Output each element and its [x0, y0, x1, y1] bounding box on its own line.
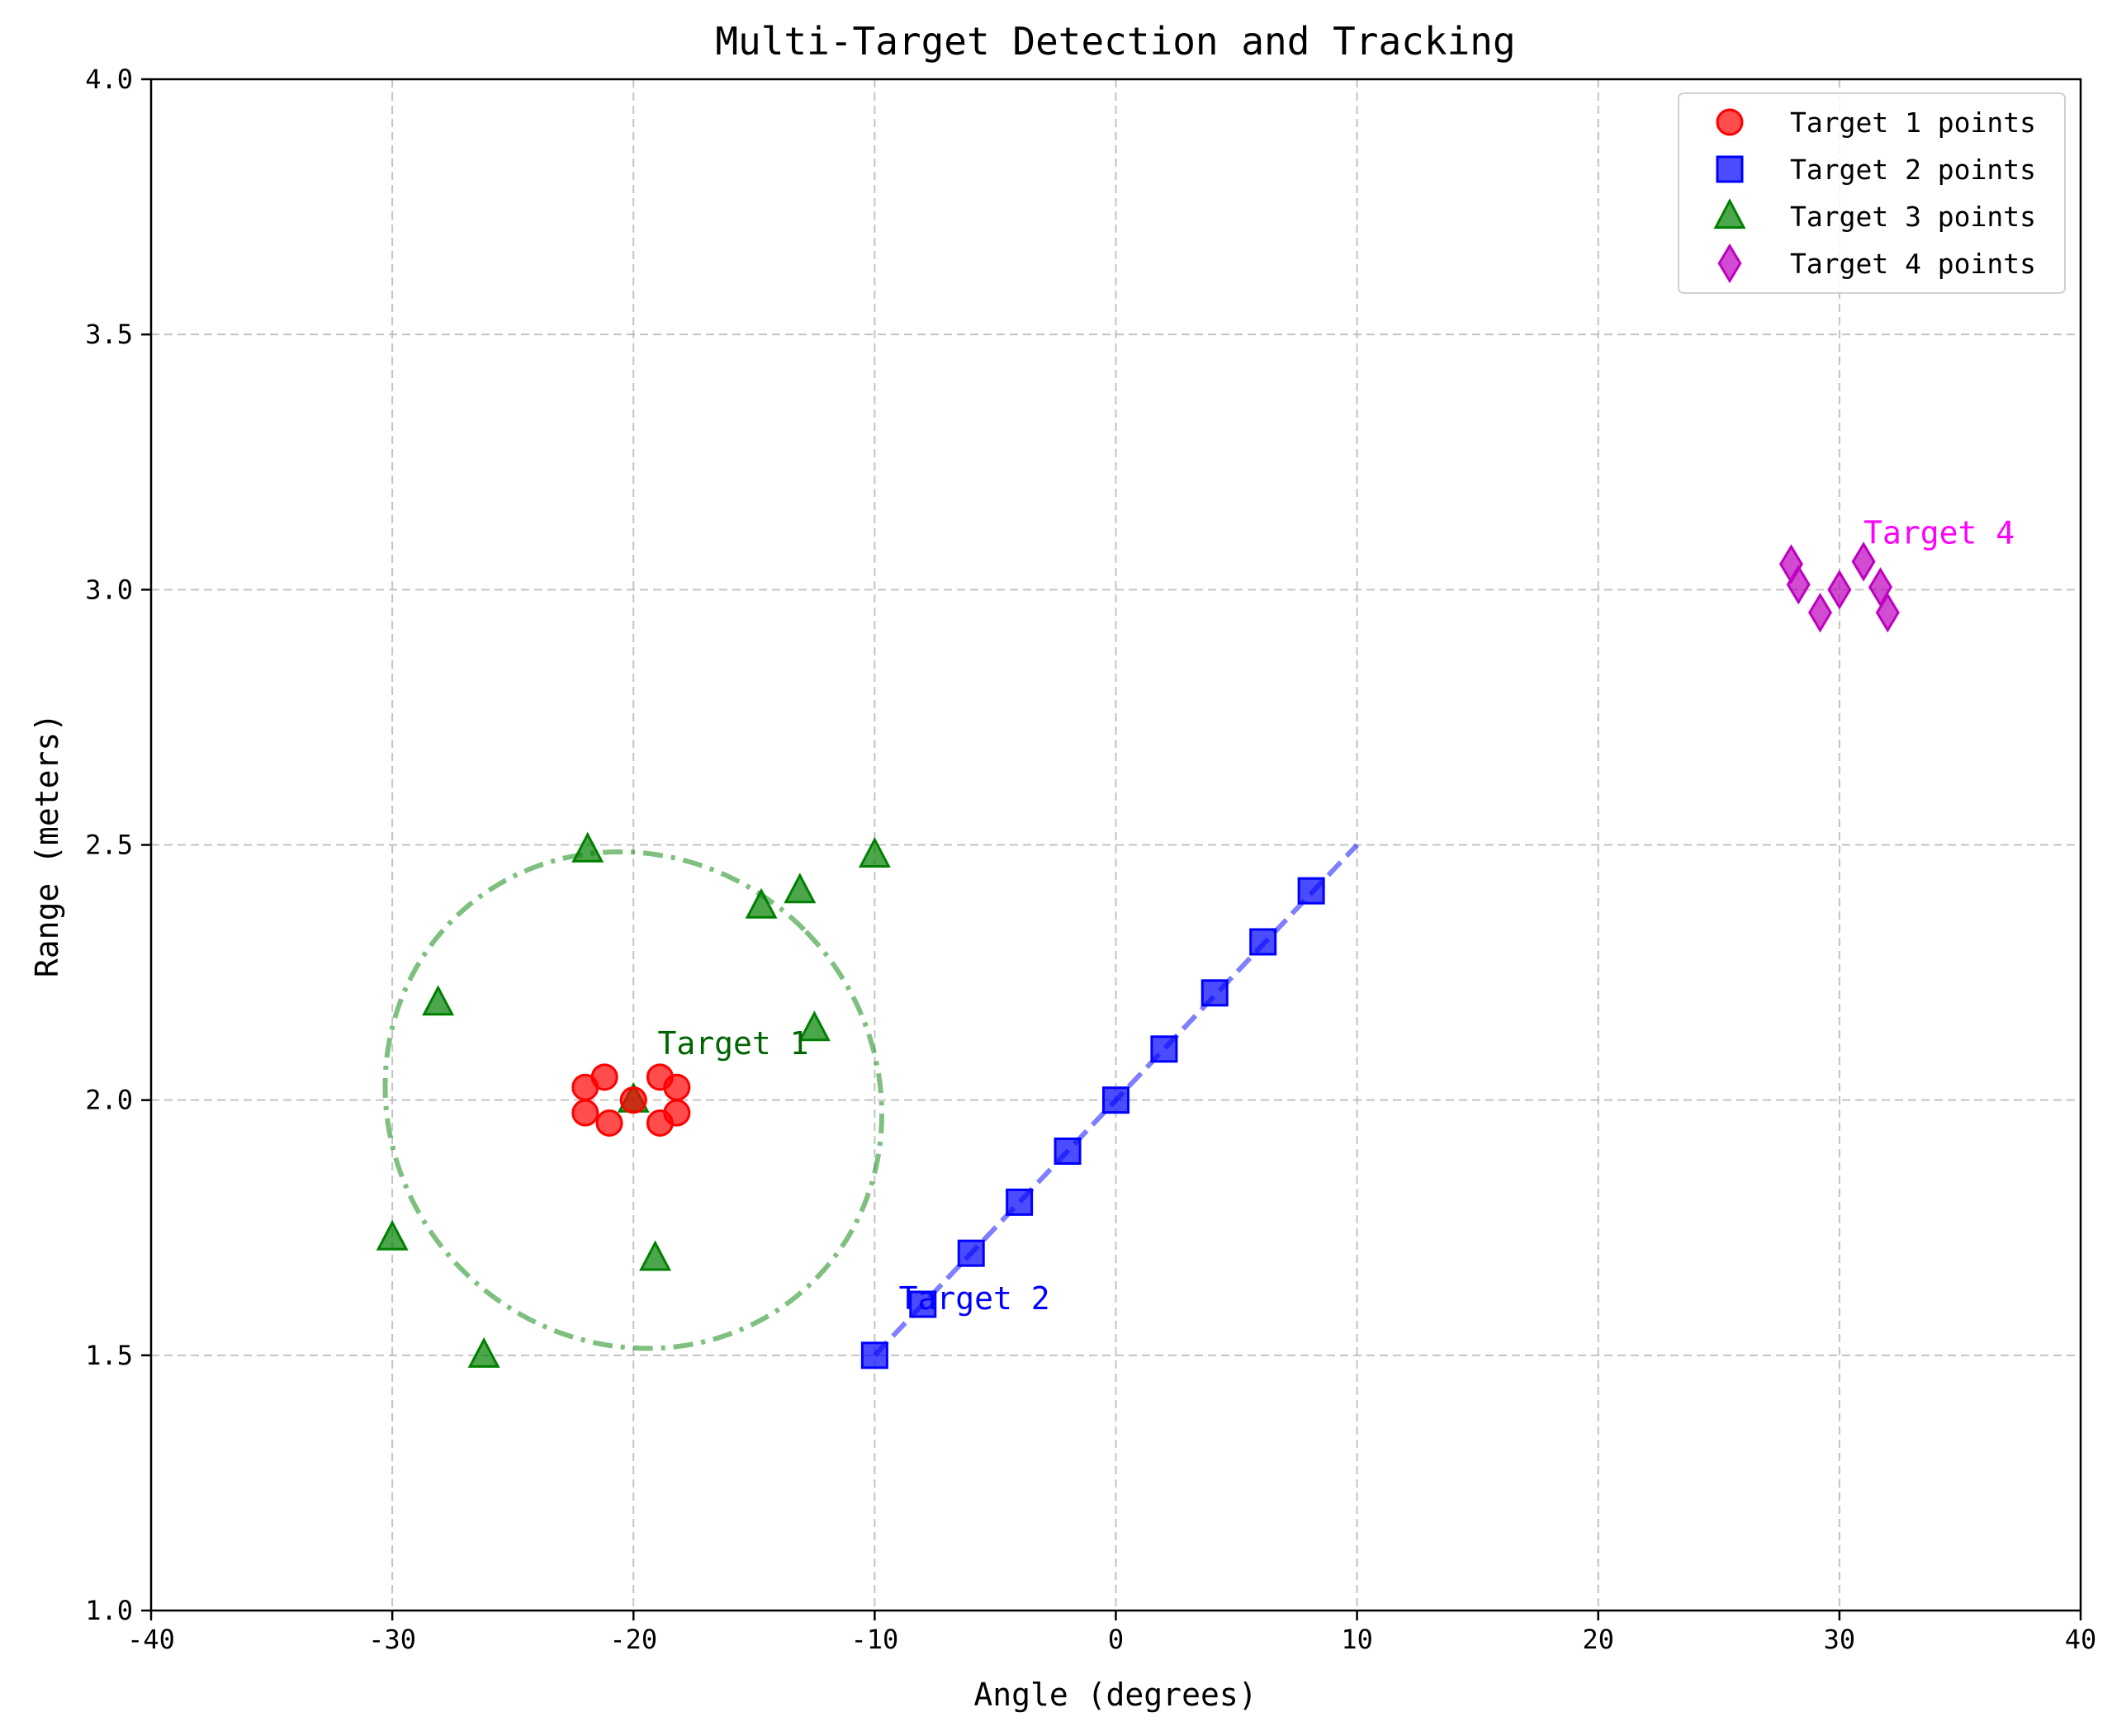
- data-point: [1808, 592, 1833, 633]
- data-point: [1200, 979, 1229, 1007]
- series-1: [571, 1063, 691, 1137]
- data-point: [595, 1109, 623, 1137]
- data-point: [1786, 564, 1811, 605]
- legend-marker: [1713, 198, 1746, 229]
- legend-label: Target 3 points: [1790, 201, 2036, 233]
- data-point: [467, 1336, 500, 1368]
- y-tick-label: 3.0: [85, 574, 133, 605]
- series-2: [860, 877, 1325, 1369]
- data-point: [745, 887, 778, 919]
- data-point: [1102, 1086, 1129, 1114]
- x-tick-label: -10: [850, 1624, 898, 1655]
- series-4: [1778, 542, 1900, 633]
- legend-label: Target 2 points: [1790, 154, 2036, 186]
- axis-ticks: -40 -30 -20 -10 0 10 20 30 40 1.0 1.5 2.0 2.5 3.0 3.5 4…: [85, 64, 2096, 1655]
- x-tick-label: 30: [1824, 1624, 1856, 1655]
- legend: Target 1 points Target 2 points Target 3 p…: [1678, 92, 2066, 294]
- data-point: [957, 1239, 985, 1267]
- y-tick-label: 1.5: [85, 1340, 133, 1371]
- data-point: [1875, 592, 1900, 633]
- x-tick-label: 0: [1108, 1624, 1124, 1655]
- data-point: [422, 985, 455, 1016]
- chart-title: Multi-Target Detection and Tracking: [715, 19, 1515, 64]
- x-tick-label: -40: [127, 1624, 175, 1655]
- y-tick-label: 2.5: [85, 830, 133, 861]
- y-tick-label: 1.0: [85, 1595, 133, 1626]
- legend-label: Target 4 points: [1790, 248, 2036, 280]
- annotation-label: Target 4: [1863, 515, 2015, 551]
- y-axis-title: Range (meters): [29, 713, 65, 977]
- data-markers: [376, 542, 1900, 1369]
- x-tick-label: 40: [2065, 1624, 2097, 1655]
- annotations: Target 1 Target 2 Target 4: [657, 515, 2015, 1317]
- y-tick-label: 4.0: [85, 64, 133, 95]
- x-tick-label: 10: [1341, 1624, 1373, 1655]
- y-tick-label: 2.0: [85, 1085, 133, 1116]
- data-point: [571, 831, 604, 863]
- annotation-label: Target 2: [899, 1280, 1050, 1317]
- data-point: [909, 1290, 937, 1318]
- data-point: [798, 1010, 831, 1042]
- data-point: [619, 1086, 647, 1114]
- data-point: [663, 1073, 691, 1101]
- x-tick-label: -30: [368, 1624, 416, 1655]
- legend-marker: [1716, 108, 1744, 136]
- legend-label: Target 1 points: [1790, 106, 2036, 139]
- data-point: [1150, 1035, 1178, 1063]
- data-point: [646, 1109, 674, 1137]
- data-point: [590, 1063, 618, 1091]
- data-point: [1249, 928, 1277, 956]
- data-point: [1868, 567, 1893, 608]
- data-point: [1851, 542, 1876, 582]
- y-tick-label: 3.5: [85, 319, 133, 350]
- x-tick-label: 20: [1582, 1624, 1614, 1655]
- annotation-label: Target 1: [657, 1025, 808, 1062]
- data-point: [1827, 570, 1852, 610]
- x-tick-label: -20: [609, 1624, 657, 1655]
- data-point: [1297, 877, 1325, 905]
- x-axis-title: Angle (degrees): [973, 1677, 1257, 1713]
- legend-marker: [1716, 155, 1744, 183]
- data-point: [376, 1219, 409, 1251]
- data-point: [1054, 1138, 1082, 1165]
- data-point: [784, 873, 817, 904]
- data-point: [860, 1341, 888, 1369]
- legend-marker: [1717, 243, 1742, 284]
- track-ellipse-target-3: [382, 849, 885, 1351]
- data-point: [858, 836, 891, 868]
- legend-box: [1678, 92, 2066, 294]
- data-point: [1006, 1188, 1034, 1216]
- data-point: [639, 1240, 672, 1271]
- data-point: [571, 1099, 599, 1127]
